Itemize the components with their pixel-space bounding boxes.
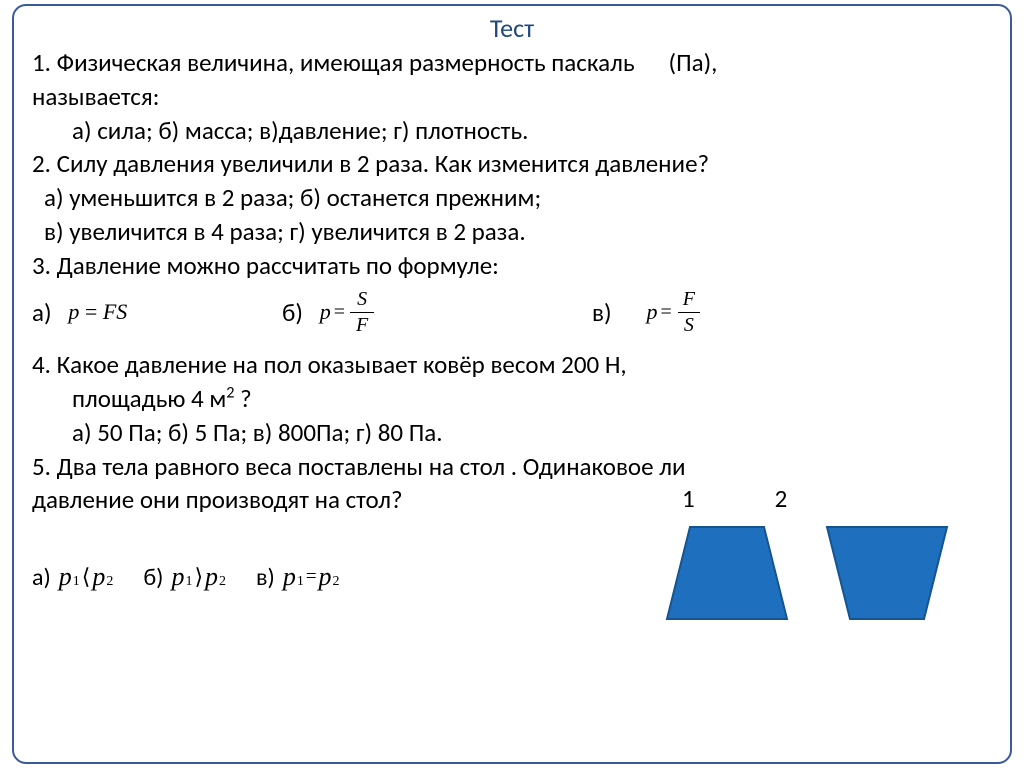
- q3c-num: F: [677, 288, 701, 312]
- q5c-s1: 1: [296, 564, 304, 590]
- q5-shape-labels: 1 2: [672, 483, 992, 514]
- q5-ans-c: в) p1 = p2: [256, 562, 340, 592]
- q5a-label: а): [32, 563, 51, 592]
- q3-label-a: а): [32, 297, 52, 328]
- q3-label-b: б): [282, 297, 303, 328]
- q5c-p1: p: [283, 562, 296, 592]
- q5c-s2: 2: [332, 564, 340, 590]
- q4-line2a: площадью 4 м: [72, 383, 226, 414]
- q5b-p1: p: [171, 562, 184, 592]
- q3-option-c: в) p = F S: [592, 288, 992, 337]
- q5-shapes: [662, 523, 952, 623]
- q5b-s1: 1: [184, 564, 192, 590]
- q4-line2: площадью 4 м2 ?: [32, 382, 992, 416]
- q3b-num: S: [351, 288, 373, 312]
- q5-answers: а) p1 ⟨ p2 б) p1 ⟩ p2 в) p1 =: [32, 542, 340, 592]
- q5a-s2: 2: [105, 564, 113, 590]
- q5a-s1: 1: [72, 564, 80, 590]
- q3c-frac: F S: [677, 288, 701, 337]
- q5-ans-a: а) p1 ⟨ p2: [32, 562, 113, 592]
- q5a-op: ⟨: [80, 564, 93, 590]
- q3b-frac: S F: [350, 288, 374, 337]
- trapezoid-1-icon: [662, 523, 792, 623]
- q5-label-2: 2: [775, 483, 788, 514]
- q3c-den: S: [678, 312, 700, 337]
- trapezoid-2-icon: [822, 523, 952, 623]
- q5b-expr: p1 ⟩ p2: [171, 562, 226, 592]
- q5a-expr: p1 ⟨ p2: [59, 562, 114, 592]
- q3-option-b: б) p = S F: [282, 288, 592, 337]
- q5b-label: б): [143, 563, 163, 592]
- page-title: Тест: [32, 12, 992, 44]
- q5-ans-b: б) p1 ⟩ p2: [143, 562, 226, 592]
- q3-formulas: а) p = FS б) p = S F в) p =: [32, 282, 992, 342]
- q5a-p1: p: [59, 562, 72, 592]
- q5c-p2: p: [319, 562, 332, 592]
- q3b-den: F: [350, 312, 374, 337]
- q5b-p2: p: [205, 562, 218, 592]
- q2-opt2: в) увеличится в 4 раза; г) увеличится в …: [32, 215, 992, 249]
- q3-option-a: а) p = FS: [32, 297, 282, 328]
- q2-text: 2. Силу давления увеличили в 2 раза. Как…: [32, 147, 992, 181]
- q5b-s2: 2: [218, 564, 226, 590]
- q5-line1: 5. Два тела равного веса поставлены на с…: [32, 450, 992, 484]
- q5-line2: давление они производят на стол?: [32, 483, 672, 517]
- q4-line1: 4. Какое давление на пол оказывает ковёр…: [32, 348, 992, 382]
- q1-options: а) сила; б) масса; в)давление; г) плотно…: [32, 114, 992, 148]
- q3a-rhs: FS: [103, 299, 127, 324]
- q5c-op: =: [304, 566, 319, 588]
- q5a-p2: p: [92, 562, 105, 592]
- q3-formula-a: p = FS: [68, 299, 127, 325]
- q5c-expr: p1 = p2: [283, 562, 340, 592]
- q5-label-1: 1: [682, 483, 695, 514]
- q1-line1: 1. Физическая величина, имеющая размерно…: [32, 46, 992, 80]
- q4-options: а) 50 Па; б) 5 Па; в) 800Па; г) 80 Па.: [32, 416, 992, 450]
- q4-sup: 2: [226, 384, 234, 403]
- q5b-op: ⟩: [192, 564, 205, 590]
- q5-row: давление они производят на стол? 1 2: [32, 483, 992, 517]
- q3a-lhs: p: [68, 299, 79, 324]
- q1-text-a: 1. Физическая величина, имеющая размерно…: [32, 47, 635, 78]
- q3-label-c: в): [592, 297, 612, 328]
- q3c-lhs: p: [647, 299, 658, 325]
- q2-opt1: а) уменьшится в 2 раза; б) останется пре…: [32, 181, 992, 215]
- q5c-label: в): [256, 563, 275, 592]
- q3b-lhs: p: [320, 299, 331, 325]
- q4-line2b: ?: [235, 383, 252, 414]
- test-page: Тест 1. Физическая величина, имеющая раз…: [12, 4, 1012, 764]
- q3-text: 3. Давление можно рассчитать по формуле:: [32, 249, 992, 283]
- q1-line2: называется:: [32, 80, 992, 114]
- q5-bottom: а) p1 ⟨ p2 б) p1 ⟩ p2 в) p1 =: [32, 517, 992, 617]
- q1-text-b: (Па),: [669, 47, 718, 78]
